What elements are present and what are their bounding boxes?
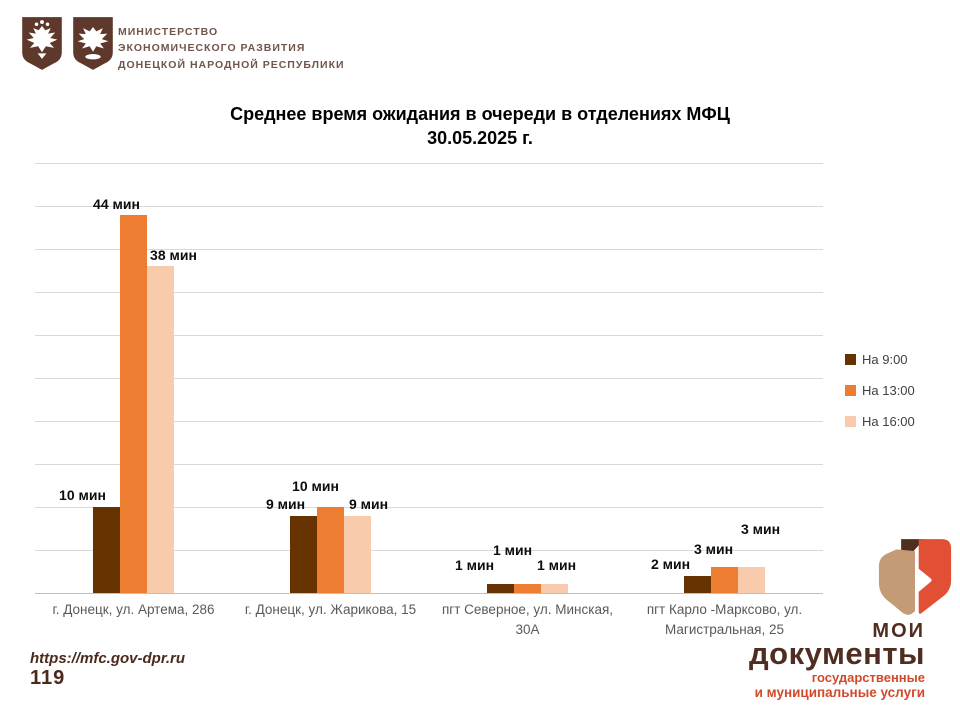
bar-value-label: 1 мин: [536, 557, 577, 574]
bar-value-label: 1 мин: [492, 542, 533, 559]
brand-dokumenty: документы: [748, 636, 925, 671]
bar-value-label: 3 мин: [740, 521, 781, 538]
coat-of-arms-dnr-icon: [71, 15, 115, 77]
bar: [487, 584, 514, 593]
gridline: [35, 292, 823, 293]
legend-swatch: [845, 416, 856, 427]
bar-value-label: 44 мин: [93, 195, 140, 212]
bar-value-label: 9 мин: [348, 495, 389, 512]
legend-item: На 16:00: [845, 406, 915, 437]
bar: [147, 266, 174, 593]
bar: [711, 567, 738, 593]
bar: [120, 214, 147, 593]
bar: [684, 575, 711, 593]
legend-item: На 9:00: [845, 344, 915, 375]
chart-title-block: Среднее время ожидания в очереди в отдел…: [80, 102, 880, 151]
gridline: [35, 163, 823, 164]
brand-moi: МОИ: [872, 620, 925, 642]
bar-value-label: 38 мин: [150, 247, 197, 264]
bar: [514, 584, 541, 593]
legend-label: На 16:00: [862, 414, 915, 429]
bar-value-label: 3 мин: [693, 541, 734, 558]
gridline: [35, 249, 823, 250]
brand-subtitle-2: и муниципальные услуги: [754, 685, 925, 700]
chart-subtitle: 30.05.2025 г.: [427, 128, 533, 149]
site-url-link[interactable]: https://mfc.gov-dpr.ru: [30, 650, 185, 667]
x-axis-label: г. Донецк, ул. Артема, 286: [52, 602, 215, 617]
bar: [738, 567, 765, 593]
legend-label: На 13:00: [862, 383, 915, 398]
x-axis-label: г. Донецк, ул. Жарикова, 15: [244, 602, 417, 617]
ministry-line-1: Министерство: [118, 26, 219, 38]
chart-legend: На 9:00 На 13:00 На 16:00: [845, 344, 915, 437]
legend-item: На 13:00: [845, 375, 915, 406]
bar: [344, 515, 371, 593]
ministry-line-3: Донецкой Народной Республики: [118, 58, 345, 71]
gridline: [35, 421, 823, 422]
gridline: [35, 335, 823, 336]
header-emblems: [20, 15, 115, 77]
bar-value-label: 10 мин: [292, 478, 339, 494]
moi-dokumenty-logo-icon: [878, 537, 952, 624]
legend-label: На 9:00: [862, 352, 908, 367]
gridline: [35, 464, 823, 465]
bar: [93, 507, 120, 593]
legend-swatch: [845, 385, 856, 396]
gridline: [35, 507, 823, 508]
ministry-line-2: экономического развития: [118, 42, 306, 55]
x-axis-line: [35, 593, 823, 594]
coat-of-arms-russia-icon: [20, 15, 64, 77]
gridline: [35, 378, 823, 379]
bar-value-label: 10 мин: [59, 487, 106, 503]
bar-value-label: 1 мин: [454, 557, 495, 574]
phone-number: 119: [30, 667, 66, 689]
bar: [290, 515, 317, 593]
gridline: [35, 550, 823, 551]
bar: [541, 584, 568, 593]
brand-subtitle-1: государственные: [811, 670, 925, 685]
bar: [317, 507, 344, 593]
ministry-name: Министерство экономического развития Дон…: [118, 24, 345, 73]
bar-value-label: 9 мин: [265, 495, 306, 512]
chart-title: Среднее время ожидания в очереди в отдел…: [230, 104, 730, 124]
legend-swatch: [845, 354, 856, 365]
bar-value-label: 2 мин: [650, 555, 691, 572]
gridline: [35, 206, 823, 207]
